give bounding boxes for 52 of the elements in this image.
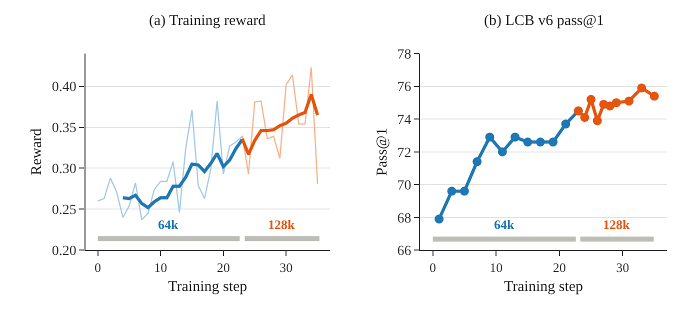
series-label: 128k: [603, 217, 630, 232]
point: [460, 186, 469, 196]
point: [434, 214, 444, 224]
series-label: 128k: [268, 217, 296, 232]
line-series: [240, 92, 320, 156]
point: [548, 138, 558, 147]
series-label: 64k: [494, 217, 515, 232]
line-series: [242, 66, 318, 184]
point: [447, 186, 456, 196]
point: [523, 138, 532, 147]
y-tick-label: 0.20: [52, 244, 76, 260]
x-tick-label: 10: [490, 260, 503, 275]
point: [510, 132, 520, 142]
line-series: [97, 100, 243, 220]
line-series: [121, 138, 244, 210]
x-tick-label: 0: [94, 260, 102, 275]
x-tick-label: 30: [616, 260, 630, 275]
y-tick-label: 70: [397, 178, 412, 194]
point: [637, 83, 646, 92]
point: [592, 116, 602, 126]
x-tick-label: 20: [552, 260, 566, 275]
y-tick-label: 0.30: [52, 162, 76, 178]
y-tick-label: 76: [397, 80, 412, 96]
x-tick-label: 30: [280, 260, 293, 275]
chart-title: (a) Training reward: [149, 13, 266, 29]
series-label: 64k: [158, 217, 179, 232]
y-tick-label: 74: [397, 112, 412, 128]
point: [580, 112, 590, 122]
point: [485, 132, 494, 142]
x-tick-label: 0: [430, 260, 436, 275]
y-tick-label: 78: [397, 47, 412, 62]
point: [650, 92, 659, 101]
y-tick-label: 0.40: [52, 80, 76, 96]
point: [624, 96, 634, 106]
x-axis-title: Training step: [504, 278, 584, 295]
chart-title: (b) LCB v6 pass@1: [484, 13, 604, 29]
y-tick-label: 0.25: [52, 203, 76, 218]
y-tick-label: 72: [397, 146, 412, 161]
point: [612, 98, 621, 108]
y-tick-label: 68: [397, 211, 412, 226]
y-tick-label: 0.35: [52, 121, 76, 136]
y-tick-label: 66: [397, 244, 412, 260]
point: [586, 94, 596, 104]
point: [536, 138, 545, 147]
y-axis-title: Reward: [29, 128, 46, 176]
y-axis-title: Pass@1: [374, 128, 390, 176]
point: [561, 120, 570, 129]
point: [498, 147, 507, 156]
x-tick-label: 20: [216, 260, 230, 275]
x-axis-title: Training step: [168, 278, 248, 295]
x-tick-label: 10: [154, 260, 168, 275]
point: [472, 157, 482, 166]
